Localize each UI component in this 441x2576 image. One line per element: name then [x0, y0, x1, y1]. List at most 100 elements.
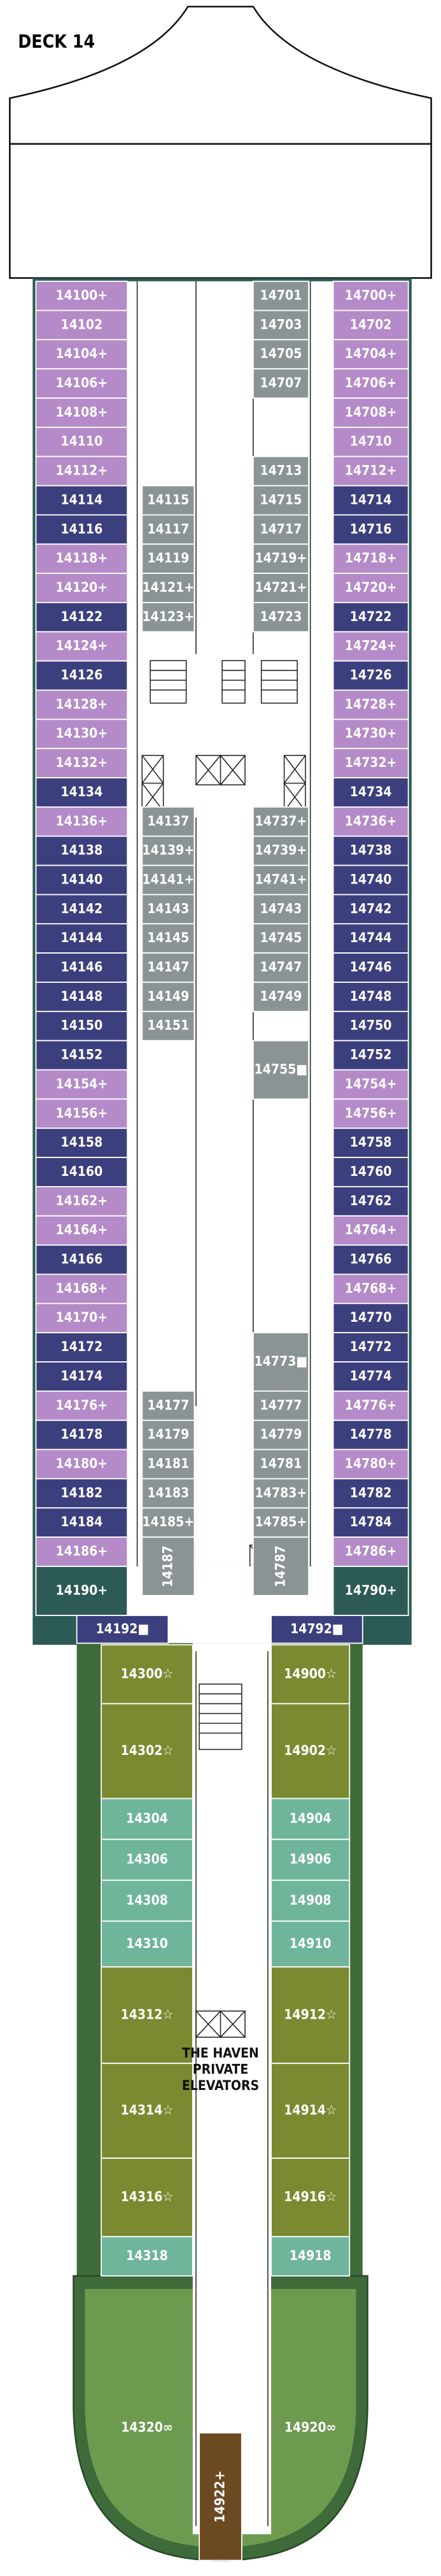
cabin-label: 14918 [290, 2247, 332, 2263]
cabin-label: 14176+ [55, 1397, 108, 1413]
cabin [252, 602, 309, 633]
cabin [252, 543, 309, 574]
cabin-label: 14140 [60, 871, 102, 887]
cabin-label: 14722 [350, 608, 392, 624]
cabin-label: 14710 [350, 433, 392, 449]
cabin [270, 1838, 351, 1881]
cabin-label: 14780+ [345, 1456, 397, 1471]
cabin [141, 835, 195, 866]
cabin-label: 14116 [60, 520, 102, 536]
cabin-label: 14118+ [55, 550, 108, 566]
hull-top [9, 143, 432, 279]
cabin-label: 14124+ [55, 638, 108, 654]
cabin [332, 748, 409, 778]
cabin [141, 543, 195, 574]
cabin-label: 14142 [60, 900, 102, 916]
cabin-label: 14182 [60, 1484, 102, 1500]
cabin [332, 835, 409, 866]
cabin [332, 1507, 409, 1538]
cabin [332, 952, 409, 983]
cabin [35, 835, 129, 866]
cabin-label: 14708+ [345, 404, 397, 420]
cabin [332, 1303, 409, 1334]
cabin [332, 719, 409, 750]
cabin-label: 14150 [60, 1017, 102, 1033]
cabin [35, 806, 129, 837]
elevator-label: ELEVATORS [182, 2077, 259, 2093]
cabin-label: 14728+ [345, 696, 397, 712]
cabin-label: 14148 [60, 988, 102, 1004]
cabin-label: 14123+ [143, 608, 195, 624]
cabin [332, 514, 409, 545]
cabin [270, 1966, 351, 2064]
cabin-label: 14156+ [55, 1105, 108, 1120]
cabin-label: 14180+ [55, 1456, 108, 1471]
cabin-label: 14154+ [55, 1075, 108, 1091]
cabin-label: 14738 [350, 842, 392, 858]
cabin-label: 14755■ [255, 1061, 308, 1077]
cabin-label: 14724+ [345, 638, 397, 654]
cabin-label: 14190+ [55, 1582, 108, 1598]
cabin-label: 14779 [260, 1426, 302, 1442]
cabin-label: 14743 [260, 900, 302, 916]
cabin-label: 14756+ [345, 1105, 397, 1120]
cabin-label: 14174 [60, 1368, 102, 1384]
cabin-label: 14742 [350, 900, 392, 916]
cabin [252, 1536, 309, 1596]
cabin [35, 660, 129, 691]
cabin-label: 14701 [260, 287, 302, 303]
cabin-label: 14910 [290, 1935, 332, 1951]
cabin-label: 14137 [147, 813, 189, 829]
cabin-label: 14126 [60, 667, 102, 683]
cabin [141, 864, 195, 896]
cabin-label: 14314☆ [121, 2102, 174, 2118]
cabin [252, 864, 309, 896]
cabin-label: 14145 [147, 929, 189, 945]
cabin-label: 14119 [147, 550, 189, 566]
cabin-label: 14181 [147, 1456, 189, 1471]
cabin [141, 1010, 195, 1041]
cabin [35, 1507, 129, 1538]
cabin-label: 14715 [260, 491, 302, 507]
cabin-label: 14719+ [255, 550, 307, 566]
cabin [101, 1879, 193, 1922]
cabin-label: 14700+ [345, 287, 397, 303]
cabin-label: 14110 [60, 433, 102, 449]
cabin [141, 602, 195, 633]
cabin [252, 952, 309, 983]
cabin [141, 1507, 195, 1538]
cabin-label: 14713 [260, 462, 302, 478]
cabin [35, 689, 129, 720]
cabin [332, 368, 409, 399]
cabin [332, 1186, 409, 1217]
cabin [141, 1390, 195, 1421]
cabin-label: 14916☆ [284, 2189, 337, 2205]
cabin-label: 14792■ [290, 1621, 344, 1636]
cabin-label: 14121+ [143, 579, 195, 595]
cabin-label: 14717 [260, 520, 302, 536]
cabin-label: 14139+ [143, 842, 195, 858]
cabin-label: 14177 [147, 1397, 189, 1413]
cabin [270, 2236, 351, 2277]
cabin-label: 14706+ [345, 375, 397, 390]
cabin [35, 310, 129, 341]
cabin [35, 543, 129, 574]
cabin [252, 455, 309, 487]
cabin-label: 14762 [350, 1192, 392, 1208]
cabin-label: 14749 [260, 988, 302, 1004]
cabin-label: 14308 [126, 1892, 168, 1908]
cabin [332, 1040, 409, 1071]
cabin-label: 14787 [272, 1545, 288, 1587]
cabin-label: 14320∞ [121, 2419, 173, 2435]
cabin [141, 485, 195, 516]
cabin [35, 1478, 129, 1509]
cabin-label: 14316☆ [121, 2189, 174, 2205]
cabin-label: 14773■ [255, 1353, 308, 1369]
cabin [35, 1040, 129, 1071]
cabin-label: 14152 [60, 1047, 102, 1063]
cabin-label: 14149 [147, 988, 189, 1004]
cabin-label: 14179 [147, 1426, 189, 1442]
cabin-label: 14184 [60, 1513, 102, 1529]
cabin [35, 426, 129, 457]
cabin-label: 14160 [60, 1163, 102, 1179]
